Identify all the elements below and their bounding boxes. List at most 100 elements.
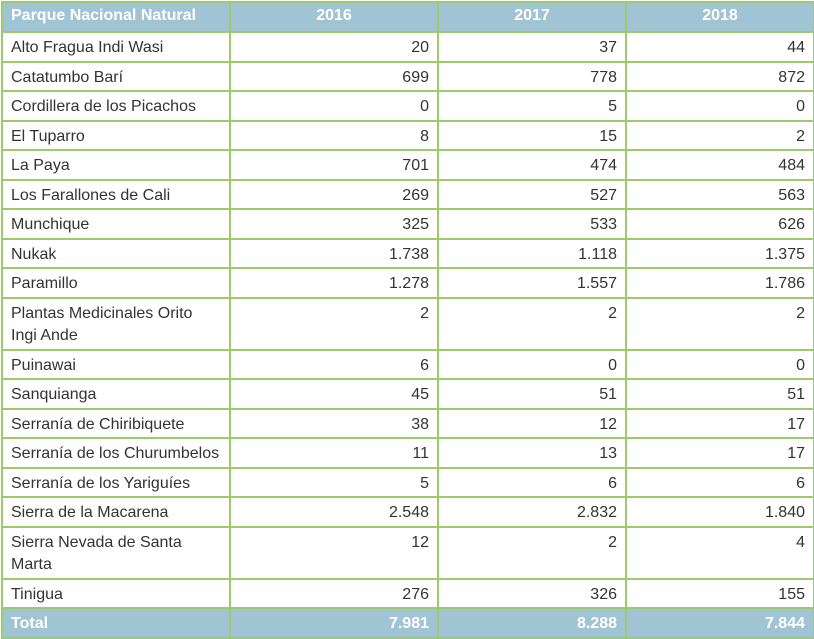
table-row: Puinawai 6 0 0: [1, 348, 814, 380]
value-2017-cell: 5: [437, 90, 627, 122]
value-2017-cell: 527: [437, 178, 627, 210]
park-name-cell: El Tuparro: [1, 119, 231, 151]
value-2016-cell: 699: [229, 60, 439, 92]
park-name-cell: Munchique: [1, 208, 231, 240]
table-row: Catatumbo Barí 699 778 872: [1, 60, 814, 92]
table-row: Serranía de los Churumbelos 11 13 17: [1, 437, 814, 469]
value-2018-cell: 1.840: [625, 496, 814, 528]
value-2016-cell: 45: [229, 378, 439, 410]
total-label: Total: [1, 607, 231, 639]
value-2018-cell: 2: [625, 296, 814, 351]
value-2016-cell: 38: [229, 407, 439, 439]
value-2017-cell: 15: [437, 119, 627, 151]
value-2018-cell: 872: [625, 60, 814, 92]
table-header: Parque Nacional Natural 2016 2017 2018: [1, 1, 814, 33]
table-row: Sierra Nevada de Santa Marta 12 2 4: [1, 525, 814, 580]
table-row: La Paya 701 474 484: [1, 149, 814, 181]
park-name-cell: Nukak: [1, 237, 231, 269]
park-name-cell: Tinigua: [1, 577, 231, 609]
total-2018: 7.844: [625, 607, 814, 639]
park-name-cell: Cordillera de los Picachos: [1, 90, 231, 122]
park-name-cell: Serranía de Chiribiquete: [1, 407, 231, 439]
value-2018-cell: 155: [625, 577, 814, 609]
table-row: Munchique 325 533 626: [1, 208, 814, 240]
value-2017-cell: 2.832: [437, 496, 627, 528]
value-2016-cell: 20: [229, 31, 439, 63]
value-2017-cell: 1.118: [437, 237, 627, 269]
value-2018-cell: 1.786: [625, 267, 814, 299]
table-row: Serranía de los Yariguíes 5 6 6: [1, 466, 814, 498]
value-2016-cell: 5: [229, 466, 439, 498]
park-name-cell: Serranía de los Churumbelos: [1, 437, 231, 469]
value-2018-cell: 0: [625, 90, 814, 122]
table-row: Sierra de la Macarena 2.548 2.832 1.840: [1, 496, 814, 528]
header-year-2017: 2017: [437, 1, 627, 33]
table-row: Serranía de Chiribiquete 38 12 17: [1, 407, 814, 439]
table-row: Los Farallones de Cali 269 527 563: [1, 178, 814, 210]
value-2018-cell: 1.375: [625, 237, 814, 269]
park-name-cell: Paramillo: [1, 267, 231, 299]
value-2017-cell: 778: [437, 60, 627, 92]
value-2017-cell: 6: [437, 466, 627, 498]
value-2017-cell: 1.557: [437, 267, 627, 299]
value-2018-cell: 626: [625, 208, 814, 240]
value-2018-cell: 0: [625, 348, 814, 380]
value-2018-cell: 44: [625, 31, 814, 63]
value-2018-cell: 484: [625, 149, 814, 181]
value-2018-cell: 2: [625, 119, 814, 151]
value-2016-cell: 0: [229, 90, 439, 122]
value-2016-cell: 2.548: [229, 496, 439, 528]
value-2017-cell: 37: [437, 31, 627, 63]
park-name-cell: Catatumbo Barí: [1, 60, 231, 92]
table-row: Sanquianga 45 51 51: [1, 378, 814, 410]
value-2016-cell: 8: [229, 119, 439, 151]
header-year-2018: 2018: [625, 1, 814, 33]
table-row: Nukak 1.738 1.118 1.375: [1, 237, 814, 269]
value-2017-cell: 326: [437, 577, 627, 609]
value-2018-cell: 6: [625, 466, 814, 498]
park-name-cell: Sanquianga: [1, 378, 231, 410]
value-2016-cell: 701: [229, 149, 439, 181]
park-name-cell: Sierra Nevada de Santa Marta: [1, 525, 231, 580]
park-name-cell: La Paya: [1, 149, 231, 181]
value-2017-cell: 2: [437, 525, 627, 580]
header-row: Parque Nacional Natural 2016 2017 2018: [1, 1, 814, 33]
header-year-2016: 2016: [229, 1, 439, 33]
value-2018-cell: 17: [625, 407, 814, 439]
table-row: Cordillera de los Picachos 0 5 0: [1, 90, 814, 122]
value-2018-cell: 563: [625, 178, 814, 210]
value-2016-cell: 1.278: [229, 267, 439, 299]
value-2018-cell: 51: [625, 378, 814, 410]
park-name-cell: Serranía de los Yariguíes: [1, 466, 231, 498]
value-2018-cell: 4: [625, 525, 814, 580]
table-row: Paramillo 1.278 1.557 1.786: [1, 267, 814, 299]
value-2016-cell: 325: [229, 208, 439, 240]
value-2016-cell: 11: [229, 437, 439, 469]
value-2016-cell: 269: [229, 178, 439, 210]
table-row: El Tuparro 8 15 2: [1, 119, 814, 151]
value-2017-cell: 0: [437, 348, 627, 380]
value-2017-cell: 12: [437, 407, 627, 439]
value-2017-cell: 474: [437, 149, 627, 181]
value-2016-cell: 12: [229, 525, 439, 580]
table-footer: Total 7.981 8.288 7.844: [1, 607, 814, 639]
total-2016: 7.981: [229, 607, 439, 639]
table-row: Plantas Medicinales Orito Ingi Ande 2 2 2: [1, 296, 814, 351]
value-2017-cell: 2: [437, 296, 627, 351]
park-name-cell: Puinawai: [1, 348, 231, 380]
header-park-name: Parque Nacional Natural: [1, 1, 231, 33]
value-2016-cell: 276: [229, 577, 439, 609]
value-2016-cell: 1.738: [229, 237, 439, 269]
value-2017-cell: 51: [437, 378, 627, 410]
total-row: Total 7.981 8.288 7.844: [1, 607, 814, 639]
value-2016-cell: 2: [229, 296, 439, 351]
park-name-cell: Plantas Medicinales Orito Ingi Ande: [1, 296, 231, 351]
table-body: Alto Fragua Indi Wasi 20 37 44 Catatumbo Bar…: [1, 31, 814, 609]
table-row: Alto Fragua Indi Wasi 20 37 44: [1, 31, 814, 63]
value-2016-cell: 6: [229, 348, 439, 380]
table-row: Tinigua 276 326 155: [1, 577, 814, 609]
value-2017-cell: 533: [437, 208, 627, 240]
park-name-cell: Sierra de la Macarena: [1, 496, 231, 528]
total-2017: 8.288: [437, 607, 627, 639]
